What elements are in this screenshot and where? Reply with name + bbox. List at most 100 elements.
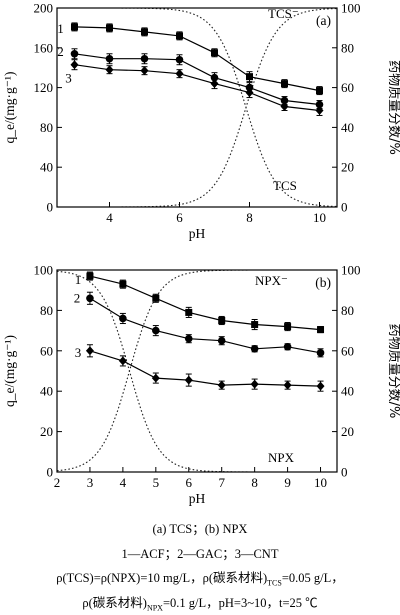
series-number-label: 1 — [57, 21, 64, 36]
y-right-tick-label: 0 — [341, 465, 348, 480]
y-left-tick-label: 40 — [40, 160, 53, 175]
data-point-square — [284, 323, 292, 331]
data-point-square — [71, 23, 78, 31]
data-point-square — [86, 272, 94, 280]
data-point-circle — [250, 344, 259, 353]
y-right-tick-label: 100 — [341, 263, 361, 278]
data-point-diamond — [105, 65, 114, 75]
data-point-circle — [119, 314, 127, 323]
y-right-tick-label: 20 — [341, 424, 354, 439]
x-tick-label: 8 — [251, 475, 258, 490]
y-right-tick-label: 40 — [341, 120, 354, 135]
x-tick-label: 6 — [176, 210, 183, 225]
data-point-circle — [217, 336, 226, 345]
data-point-diamond — [280, 102, 289, 112]
species-label-neutral: TCS — [273, 178, 297, 193]
caption-line-4: ρ(碳系材料)NPX=0.1 g/L，pH=3~10，t=25 ℃ — [82, 596, 318, 613]
data-point-circle — [105, 54, 114, 63]
data-point-diamond — [70, 60, 79, 70]
data-point-diamond — [315, 105, 324, 115]
species-label-ionized: TCS⁻ — [268, 6, 299, 21]
data-point-circle — [175, 55, 184, 64]
y-left-axis-label: q_e/(mg·g⁻¹) — [2, 72, 17, 144]
data-point-square — [316, 87, 323, 95]
series-line-2 — [89, 297, 321, 354]
y-right-tick-label: 60 — [341, 343, 354, 358]
y-left-tick-label: 0 — [47, 200, 54, 215]
x-tick-label: 4 — [106, 210, 113, 225]
y-right-axis-label: 药物质量分数/% — [386, 324, 400, 419]
y-left-tick-label: 120 — [34, 80, 54, 95]
y-left-tick-label: 0 — [47, 465, 54, 480]
data-point-diamond — [217, 380, 226, 390]
x-axis-label: pH — [189, 226, 206, 241]
species-curve-ionized — [56, 269, 337, 472]
series-number-label: 3 — [65, 71, 72, 86]
series-number-label: 3 — [75, 345, 82, 360]
series-line-2 — [74, 53, 320, 106]
y-right-tick-label: 60 — [341, 80, 354, 95]
data-point-square — [106, 24, 113, 32]
data-point-diamond — [245, 88, 254, 98]
chart-panel-b: NPX⁻ NPX 2 3 4 5 6 7 8 9 10 pH 0 20 40 60 80 100 0 20 40 60 80… — [2, 263, 400, 507]
data-point-square — [119, 280, 127, 288]
y-right-axis-label: 药物质量分数/% — [386, 60, 400, 155]
panel-label: (a) — [316, 13, 331, 28]
data-point-square — [218, 317, 226, 324]
data-point-square — [246, 73, 253, 81]
y-left-tick-label: 20 — [40, 424, 53, 439]
data-point-diamond — [316, 381, 325, 391]
series-line-3 — [89, 350, 321, 387]
data-point-square — [251, 321, 259, 329]
x-tick-label: 6 — [186, 475, 193, 490]
y-left-tick-label: 80 — [40, 120, 53, 135]
data-point-circle — [315, 100, 324, 109]
x-tick-label: 2 — [54, 475, 61, 490]
data-point-diamond — [118, 356, 127, 366]
x-tick-label: 8 — [246, 210, 253, 225]
chart-panel-a: TCS⁻ TCS 4 6 8 10 pH 0 40 80 120 160 200 0 20 40 60 80 100… — [2, 1, 400, 242]
data-point-diamond — [184, 375, 193, 385]
species-label-neutral: NPX — [268, 450, 295, 465]
data-point-square — [176, 32, 183, 40]
data-point-diamond — [151, 373, 160, 383]
data-point-square — [141, 28, 148, 36]
y-left-axis-label: q_e/(mg·g⁻¹) — [2, 335, 17, 407]
data-point-circle — [210, 73, 219, 82]
data-point-circle — [184, 334, 193, 343]
data-point-diamond — [250, 379, 259, 389]
x-tick-label: 10 — [313, 210, 326, 225]
y-left-tick-label: 60 — [40, 343, 53, 358]
data-point-circle — [70, 49, 79, 58]
x-tick-label: 3 — [87, 475, 94, 490]
series-line-3 — [74, 64, 320, 112]
y-right-tick-label: 80 — [341, 40, 354, 55]
species-label-ionized: NPX⁻ — [255, 273, 288, 288]
y-left-tick-label: 100 — [34, 263, 54, 278]
data-point-square — [211, 49, 218, 57]
x-tick-label: 10 — [314, 475, 327, 490]
data-point-circle — [283, 342, 292, 351]
data-point-circle — [140, 54, 149, 63]
x-tick-label: 4 — [120, 475, 127, 490]
x-tick-label: 9 — [284, 475, 291, 490]
y-left-tick-label: 40 — [40, 384, 53, 399]
data-point-diamond — [210, 79, 219, 89]
species-curve-neutral — [56, 270, 337, 473]
y-right-tick-label: 20 — [341, 160, 354, 175]
data-point-diamond — [140, 66, 149, 76]
caption-line-3: ρ(TCS)=ρ(NPX)=10 mg/L，ρ(碳系材料)TCS=0.05 g/… — [56, 571, 344, 588]
plot-frame — [56, 7, 338, 208]
y-left-tick-label: 80 — [40, 303, 53, 318]
data-point-square — [281, 80, 288, 88]
series-number-label: 1 — [75, 272, 82, 287]
data-point-circle — [316, 349, 325, 357]
y-left-tick-label: 200 — [34, 1, 54, 16]
data-point-diamond — [283, 380, 292, 390]
data-point-square — [185, 308, 193, 316]
series-line-1 — [74, 26, 320, 92]
series-line-1 — [89, 275, 321, 331]
y-right-tick-label: 100 — [341, 1, 361, 16]
y-right-tick-label: 0 — [341, 200, 348, 215]
